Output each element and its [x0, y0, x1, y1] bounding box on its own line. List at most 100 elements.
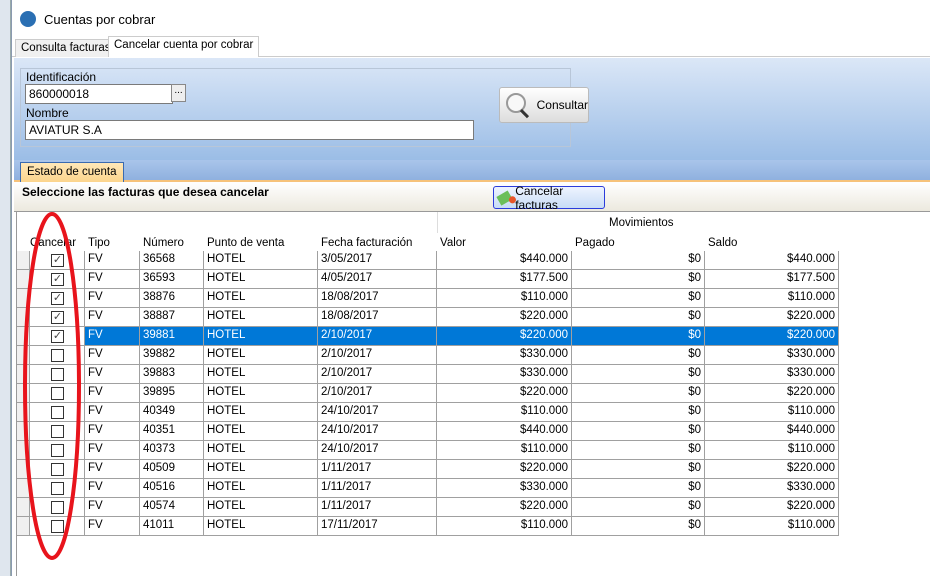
table-row[interactable]: ✓ FV 36593 HOTEL 4/05/2017 $177.500 $0 $177.500 [17, 270, 839, 289]
row-header[interactable] [17, 365, 30, 384]
column-header-numero[interactable]: Número [143, 237, 184, 249]
cancel-checkbox[interactable] [51, 406, 64, 419]
cell-saldo: $440.000 [705, 251, 839, 270]
cell-valor: $110.000 [437, 403, 572, 422]
cancel-checkbox[interactable]: ✓ [51, 254, 64, 267]
cell-saldo: $220.000 [705, 327, 839, 346]
cell-pagado: $0 [572, 270, 705, 289]
cancel-cell[interactable]: ✓ [30, 251, 85, 270]
cancel-cell[interactable] [30, 384, 85, 403]
cell-pagado: $0 [572, 441, 705, 460]
table-row[interactable]: FV 40509 HOTEL 1/11/2017 $220.000 $0 $220.000 [17, 460, 839, 479]
identificacion-input[interactable]: 860000018 [25, 84, 173, 104]
row-header[interactable] [17, 289, 30, 308]
cell-fecha-facturacion: 24/10/2017 [318, 422, 437, 441]
cell-pagado: $0 [572, 517, 705, 536]
consultar-button[interactable]: Consultar [499, 87, 589, 123]
tab-estado-de-cuenta[interactable]: Estado de cuenta [20, 162, 124, 182]
cancel-checkbox[interactable] [51, 368, 64, 381]
row-header[interactable] [17, 327, 30, 346]
cancel-cell[interactable] [30, 479, 85, 498]
row-header[interactable] [17, 384, 30, 403]
cancel-checkbox[interactable] [51, 444, 64, 457]
cancel-cell[interactable] [30, 403, 85, 422]
nombre-input[interactable]: AVIATUR S.A [25, 120, 474, 140]
column-header-punto-de-venta[interactable]: Punto de venta [207, 237, 285, 249]
row-header[interactable] [17, 479, 30, 498]
cancel-cell[interactable] [30, 422, 85, 441]
cell-tipo: FV [85, 251, 140, 270]
selection-prompt: Seleccione las facturas que desea cancel… [22, 185, 269, 199]
cancel-checkbox[interactable] [51, 463, 64, 476]
cancel-cell[interactable] [30, 460, 85, 479]
cancel-cell[interactable]: ✓ [30, 308, 85, 327]
cell-numero: 39895 [140, 384, 204, 403]
row-header[interactable] [17, 270, 30, 289]
cancel-checkbox[interactable]: ✓ [51, 273, 64, 286]
cell-tipo: FV [85, 441, 140, 460]
row-header[interactable] [17, 251, 30, 270]
cancel-cell[interactable] [30, 365, 85, 384]
cancel-checkbox[interactable] [51, 501, 64, 514]
cell-numero: 40351 [140, 422, 204, 441]
table-row[interactable]: ✓ FV 38887 HOTEL 18/08/2017 $220.000 $0 $220.00… [17, 308, 839, 327]
cell-tipo: FV [85, 384, 140, 403]
cancel-cell[interactable] [30, 498, 85, 517]
cancel-checkbox[interactable]: ✓ [51, 292, 64, 305]
table-row[interactable]: FV 40516 HOTEL 1/11/2017 $330.000 $0 $330.000 [17, 479, 839, 498]
cancelar-facturas-button[interactable]: Cancelar facturas [493, 184, 605, 212]
cancel-checkbox[interactable] [51, 425, 64, 438]
row-header[interactable] [17, 346, 30, 365]
cell-punto-de-venta: HOTEL [204, 517, 318, 536]
table-row[interactable]: FV 39882 HOTEL 2/10/2017 $330.000 $0 $330.000 [17, 346, 839, 365]
table-row[interactable]: ✓ FV 39881 HOTEL 2/10/2017 $220.000 $0 $220.000 [17, 327, 839, 346]
row-header[interactable] [17, 441, 30, 460]
table-row[interactable]: ✓ FV 38876 HOTEL 18/08/2017 $110.000 $0 $110.00… [17, 289, 839, 308]
table-row[interactable]: FV 40373 HOTEL 24/10/2017 $110.000 $0 $110.000 [17, 441, 839, 460]
cancel-cell[interactable] [30, 346, 85, 365]
cancel-cell[interactable] [30, 441, 85, 460]
row-header[interactable] [17, 308, 30, 327]
cell-punto-de-venta: HOTEL [204, 346, 318, 365]
table-row[interactable]: FV 39895 HOTEL 2/10/2017 $220.000 $0 $220.000 [17, 384, 839, 403]
cancel-checkbox[interactable] [51, 387, 64, 400]
table-row[interactable]: FV 41011 HOTEL 17/11/2017 $110.000 $0 $110.000 [17, 517, 839, 536]
row-header[interactable] [17, 498, 30, 517]
cell-fecha-facturacion: 1/11/2017 [318, 479, 437, 498]
row-header[interactable] [17, 460, 30, 479]
cancel-cell[interactable]: ✓ [30, 289, 85, 308]
table-row[interactable]: FV 40351 HOTEL 24/10/2017 $440.000 $0 $440.000 [17, 422, 839, 441]
browse-button[interactable]: ... [171, 84, 186, 102]
cancel-checkbox[interactable] [51, 349, 64, 362]
cell-valor: $220.000 [437, 327, 572, 346]
invoice-grid[interactable]: Movimientos Cancelar Tipo Número Punto de v… [16, 212, 930, 576]
cancel-checkbox[interactable] [51, 482, 64, 495]
cancel-checkbox[interactable]: ✓ [51, 311, 64, 324]
table-row[interactable]: FV 39883 HOTEL 2/10/2017 $330.000 $0 $330.000 [17, 365, 839, 384]
cancel-checkbox[interactable] [51, 520, 64, 533]
cell-saldo: $110.000 [705, 289, 839, 308]
row-header[interactable] [17, 517, 30, 536]
column-header-saldo[interactable]: Saldo [708, 237, 738, 249]
table-row[interactable]: ✓ FV 36568 HOTEL 3/05/2017 $440.000 $0 $440.000 [17, 251, 839, 270]
cancel-cell[interactable] [30, 517, 85, 536]
cancel-cell[interactable]: ✓ [30, 327, 85, 346]
column-header-cancelar[interactable]: Cancelar [30, 237, 77, 249]
cancel-checkbox[interactable]: ✓ [51, 330, 64, 343]
cell-fecha-facturacion: 4/05/2017 [318, 270, 437, 289]
row-header[interactable] [17, 403, 30, 422]
cell-saldo: $110.000 [705, 441, 839, 460]
table-row[interactable]: FV 40574 HOTEL 1/11/2017 $220.000 $0 $220.000 [17, 498, 839, 517]
cell-tipo: FV [85, 270, 140, 289]
column-header-valor[interactable]: Valor [440, 237, 466, 249]
column-header-pagado[interactable]: Pagado [575, 237, 615, 249]
cell-punto-de-venta: HOTEL [204, 289, 318, 308]
cancel-cell[interactable]: ✓ [30, 270, 85, 289]
column-header-tipo[interactable]: Tipo [88, 237, 110, 249]
tab-cancelar-cuenta[interactable]: Cancelar cuenta por cobrar [108, 36, 260, 57]
table-row[interactable]: FV 40349 HOTEL 24/10/2017 $110.000 $0 $110.000 [17, 403, 839, 422]
tab-consulta-facturas[interactable]: Consulta facturas [15, 39, 117, 57]
row-header[interactable] [17, 422, 30, 441]
column-header-fecha-facturacion[interactable]: Fecha facturación [321, 237, 413, 249]
cell-fecha-facturacion: 1/11/2017 [318, 460, 437, 479]
